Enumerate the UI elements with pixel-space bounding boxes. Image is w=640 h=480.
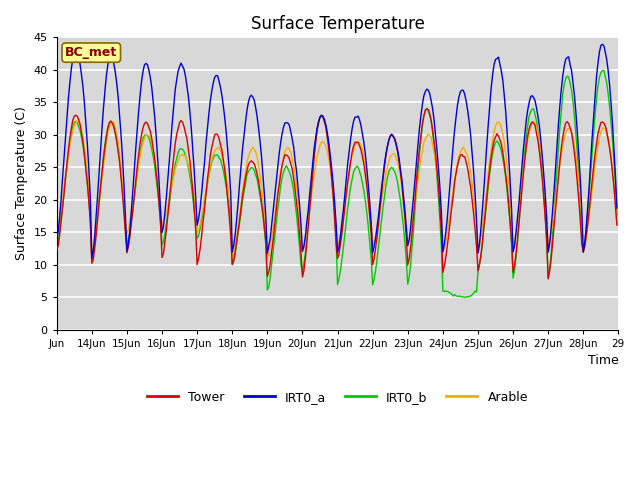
Text: BC_met: BC_met	[65, 46, 117, 59]
X-axis label: Time: Time	[588, 354, 618, 367]
Title: Surface Temperature: Surface Temperature	[251, 15, 424, 33]
Legend: Tower, IRT0_a, IRT0_b, Arable: Tower, IRT0_a, IRT0_b, Arable	[142, 385, 533, 408]
Y-axis label: Surface Temperature (C): Surface Temperature (C)	[15, 107, 28, 261]
